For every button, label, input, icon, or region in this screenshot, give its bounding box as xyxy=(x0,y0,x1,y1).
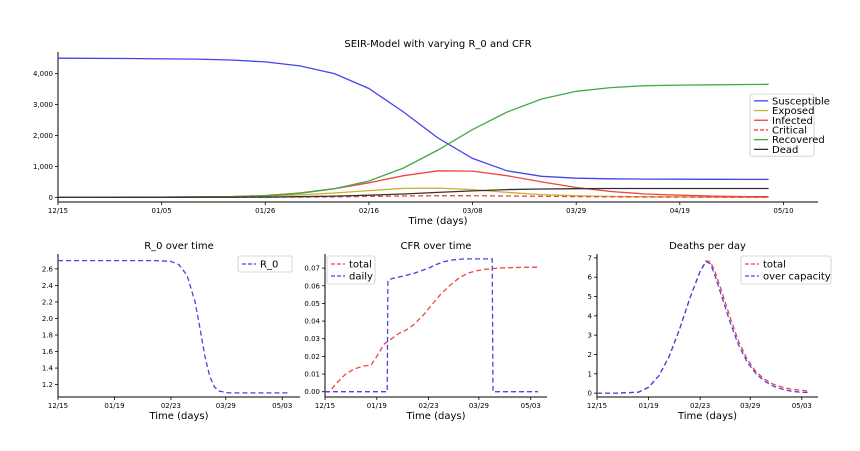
x-axis-label: Time (days) xyxy=(407,216,467,227)
chart-panel-0: SEIR-Model with varying R_0 and CFR Time … xyxy=(33,39,830,227)
x-tick-label: 01/19 xyxy=(104,402,124,410)
legend-label: total xyxy=(763,260,786,271)
y-tick-label: 2.4 xyxy=(42,282,54,290)
x-tick-label: 12/15 xyxy=(587,402,607,410)
x-tick-label: 03/29 xyxy=(740,402,760,410)
x-tick-label: 05/03 xyxy=(272,402,292,410)
y-tick-label: 2,000 xyxy=(33,132,53,140)
chart-title: CFR over time xyxy=(401,241,472,252)
y-tick-label: 2 xyxy=(588,351,592,359)
y-tick-label: 0.05 xyxy=(304,300,320,308)
chart-panel-3: Deaths per day Time (days) 12/15 01/19 02/23… xyxy=(587,241,832,422)
x-axis-label: Time (days) xyxy=(677,411,737,422)
legend: R_0 xyxy=(237,255,293,273)
x-tick-label: 12/15 xyxy=(315,402,335,410)
y-tick-label: 5 xyxy=(588,293,592,301)
x-tick-label: 04/19 xyxy=(670,207,690,215)
y-tick-label: 1.6 xyxy=(42,348,54,356)
chart-title: Deaths per day xyxy=(669,241,746,252)
series-line-recovered xyxy=(57,83,769,199)
y-tick-label: 0.06 xyxy=(304,282,320,290)
y-tick-label: 1,000 xyxy=(33,163,53,171)
legend-label: Susceptible xyxy=(772,96,830,107)
x-tick-label: 02/23 xyxy=(690,402,710,410)
x-axis-label: Time (days) xyxy=(405,411,465,422)
series-line-susceptible xyxy=(57,57,769,181)
series-line-daily xyxy=(325,258,539,393)
chart-title: R_0 over time xyxy=(144,241,214,252)
series-line-over-capacity xyxy=(597,260,810,394)
x-tick-label: 03/08 xyxy=(462,207,482,215)
legend-label: Dead xyxy=(772,145,798,156)
legend-box xyxy=(237,255,293,273)
x-tick-label: 01/26 xyxy=(255,207,276,215)
x-tick-label: 05/10 xyxy=(773,207,793,215)
legend-label: over capacity xyxy=(763,272,831,283)
y-tick-label: 1 xyxy=(588,370,592,378)
y-tick-label: 0.03 xyxy=(304,335,320,343)
chart-panel-1: R_0 over time Time (days) 12/15 01/19 02/23 0… xyxy=(42,241,300,422)
legend-label: daily xyxy=(349,272,373,283)
x-tick-label: 03/29 xyxy=(469,402,489,410)
series-line-r-0 xyxy=(58,259,291,394)
legend-label: R_0 xyxy=(260,260,278,271)
y-tick-label: 2.0 xyxy=(42,315,53,323)
y-tick-label: 3,000 xyxy=(33,101,53,109)
x-tick-label: 02/16 xyxy=(359,207,380,215)
legend-label: Exposed xyxy=(772,106,814,117)
y-tick-label: 1.4 xyxy=(42,365,54,373)
y-tick-label: 4 xyxy=(588,312,593,320)
y-tick-label: 0 xyxy=(49,194,53,202)
y-tick-label: 3 xyxy=(588,332,592,340)
y-tick-label: 0.04 xyxy=(304,318,320,326)
series-line-total xyxy=(325,266,539,393)
x-tick-label: 05/03 xyxy=(521,402,541,410)
x-tick-label: 12/15 xyxy=(48,207,68,215)
y-tick-label: 0.07 xyxy=(304,265,320,273)
legend-box xyxy=(740,255,832,285)
x-tick-label: 05/03 xyxy=(792,402,812,410)
legend: SusceptibleExposedInfectedCriticalRecove… xyxy=(749,93,830,157)
x-axis-label: Time (days) xyxy=(148,411,208,422)
y-tick-label: 2.6 xyxy=(42,265,54,273)
y-tick-label: 1.8 xyxy=(42,332,53,340)
y-tick-label: 0.00 xyxy=(304,388,320,396)
y-tick-label: 6 xyxy=(588,274,593,282)
chart-panel-2: CFR over time Time (days) 12/15 01/19 02/23 0… xyxy=(304,241,547,422)
y-tick-label: 0 xyxy=(588,390,592,398)
series-line-dead xyxy=(57,187,769,199)
x-tick-label: 01/19 xyxy=(638,402,658,410)
legend-label: total xyxy=(349,260,372,271)
x-tick-label: 01/19 xyxy=(367,402,387,410)
legend-label: Infected xyxy=(772,116,813,127)
legend-label: Critical xyxy=(772,125,807,136)
x-tick-label: 02/23 xyxy=(161,402,181,410)
x-tick-label: 02/23 xyxy=(419,402,439,410)
chart-title: SEIR-Model with varying R_0 and CFR xyxy=(344,39,531,50)
series-line-critical xyxy=(57,195,769,199)
y-tick-label: 0.01 xyxy=(304,371,320,379)
legend-box xyxy=(326,255,376,285)
x-tick-label: 01/05 xyxy=(152,207,172,215)
legend-box xyxy=(749,93,815,157)
y-tick-label: 1.2 xyxy=(42,381,53,389)
y-tick-label: 2.2 xyxy=(42,298,53,306)
y-tick-label: 0.02 xyxy=(304,353,320,361)
y-tick-label: 7 xyxy=(588,254,592,262)
legend-label: Recovered xyxy=(772,135,825,146)
x-tick-label: 03/29 xyxy=(566,207,586,215)
x-tick-label: 12/15 xyxy=(48,402,68,410)
x-tick-label: 03/29 xyxy=(216,402,236,410)
y-tick-label: 4,000 xyxy=(33,70,53,78)
